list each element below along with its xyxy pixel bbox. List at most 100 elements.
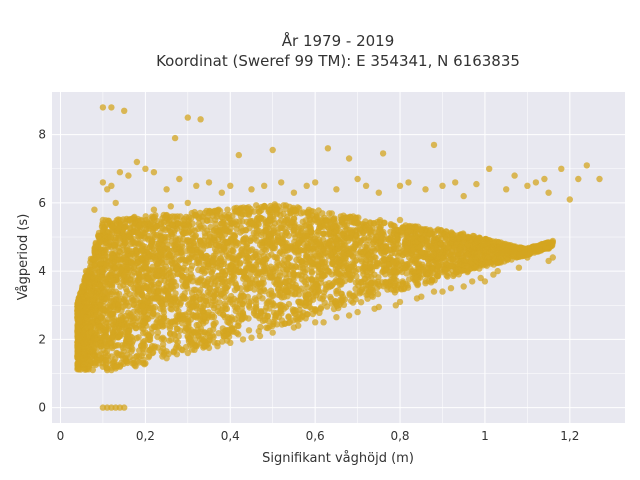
data-point — [385, 235, 392, 242]
data-point — [123, 358, 130, 365]
data-point — [174, 220, 181, 227]
data-point — [138, 324, 145, 331]
data-point — [458, 261, 466, 268]
data-point — [336, 270, 343, 278]
data-point — [125, 309, 132, 316]
data-point — [122, 293, 129, 300]
data-point — [412, 255, 420, 263]
data-point — [285, 283, 292, 290]
data-point — [120, 230, 127, 237]
data-point — [338, 240, 345, 247]
data-point — [276, 225, 283, 232]
data-point — [141, 319, 149, 327]
data-point — [95, 351, 103, 358]
data-point — [309, 208, 317, 215]
data-point — [398, 228, 405, 235]
data-point — [295, 236, 303, 244]
data-point — [307, 238, 314, 246]
data-point — [293, 315, 300, 323]
data-point — [227, 263, 234, 270]
data-point — [135, 273, 143, 281]
data-point — [176, 311, 183, 318]
data-point — [242, 226, 249, 234]
data-point — [284, 266, 291, 273]
data-point — [504, 256, 511, 264]
data-point — [379, 267, 387, 275]
data-point — [276, 292, 284, 299]
data-point — [477, 246, 484, 253]
data-point — [345, 270, 352, 278]
data-point — [233, 259, 240, 267]
data-point — [219, 325, 226, 332]
data-point — [210, 227, 218, 234]
data-point — [340, 250, 347, 257]
data-point — [242, 210, 249, 218]
data-point — [286, 254, 293, 261]
data-point — [267, 236, 275, 243]
data-point — [416, 266, 423, 274]
data-point — [122, 285, 130, 293]
data-point — [285, 232, 292, 239]
data-point — [100, 302, 107, 309]
data-point — [401, 284, 408, 292]
data-point — [235, 266, 243, 273]
data-point — [102, 357, 110, 364]
data-point — [301, 278, 308, 285]
data-point — [544, 239, 551, 246]
data-point — [347, 297, 355, 305]
data-point — [140, 308, 147, 315]
data-point — [148, 345, 155, 352]
data-point — [122, 269, 130, 276]
data-point — [160, 309, 167, 316]
data-point — [213, 213, 220, 220]
data-point — [202, 233, 209, 240]
data-point — [209, 332, 216, 339]
data-point — [361, 235, 368, 242]
data-point — [308, 275, 315, 283]
data-point — [99, 268, 106, 275]
data-point — [123, 322, 131, 329]
data-point — [336, 260, 343, 267]
data-point — [129, 320, 136, 327]
data-point — [97, 233, 105, 241]
data-point — [424, 250, 431, 257]
data-point — [363, 241, 371, 249]
data-point — [278, 317, 286, 324]
data-point — [179, 251, 186, 259]
data-point — [362, 246, 369, 254]
data-point — [422, 270, 430, 277]
data-point — [116, 247, 123, 255]
data-point — [212, 250, 219, 258]
data-point — [227, 237, 234, 244]
data-point — [155, 285, 163, 292]
data-point — [151, 231, 158, 238]
data-point — [120, 298, 127, 305]
data-point — [362, 275, 369, 283]
data-point — [323, 217, 330, 224]
data-point — [188, 250, 196, 257]
data-point — [128, 348, 135, 355]
data-point — [102, 324, 110, 331]
data-point — [214, 207, 221, 214]
data-point — [117, 266, 125, 273]
data-point — [244, 241, 251, 248]
data-point — [293, 256, 300, 264]
data-point — [143, 220, 151, 227]
data-point — [139, 303, 146, 310]
data-point — [117, 312, 125, 320]
data-point — [74, 361, 81, 369]
data-point — [484, 253, 492, 261]
data-point — [139, 242, 146, 249]
data-point — [168, 306, 175, 313]
data-point — [395, 261, 403, 269]
data-point — [367, 263, 374, 271]
data-point — [207, 217, 214, 224]
data-point — [363, 291, 370, 299]
data-point — [130, 308, 137, 316]
data-point — [536, 244, 543, 251]
data-point — [308, 268, 315, 275]
data-point — [326, 210, 333, 217]
data-point — [390, 274, 397, 282]
data-point — [418, 249, 425, 256]
data-point — [238, 246, 245, 254]
